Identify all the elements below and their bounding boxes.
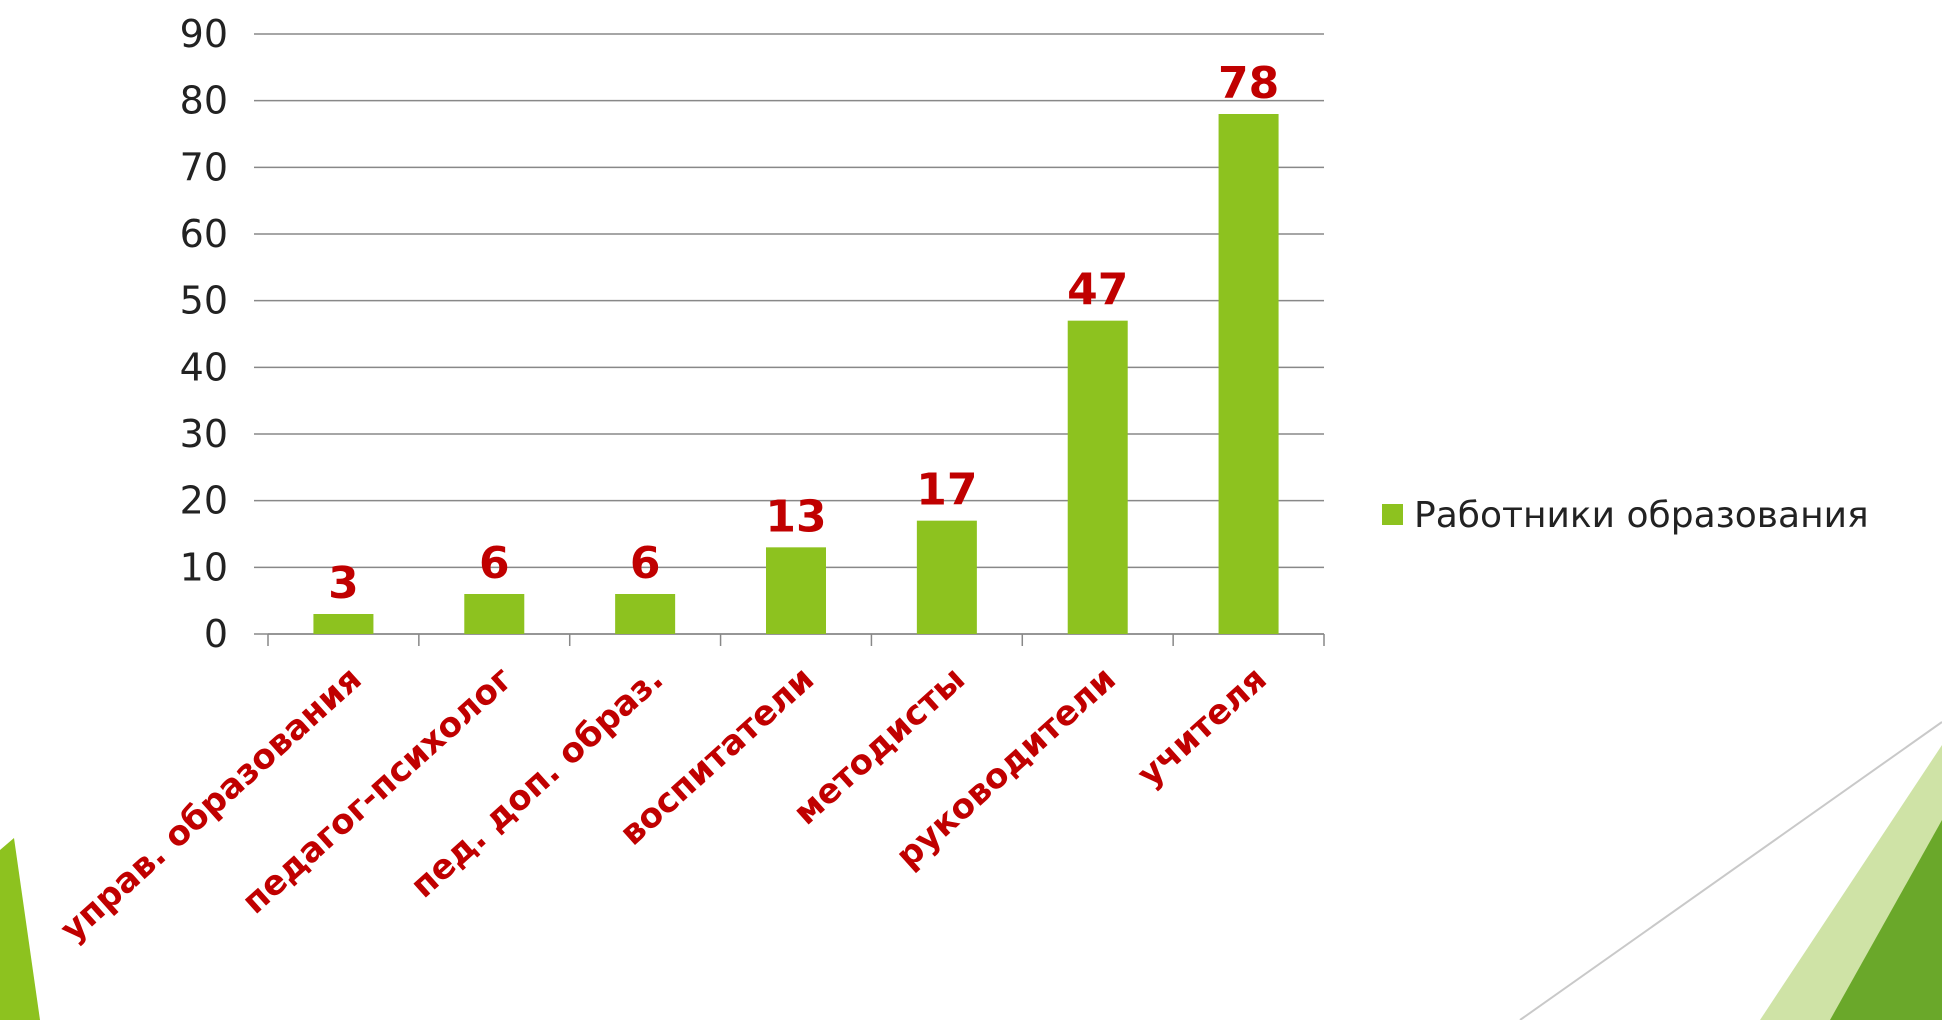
data-label: 6 xyxy=(479,538,510,589)
category-label: педагог-психолог xyxy=(234,659,520,922)
bar xyxy=(916,520,977,634)
bar xyxy=(1067,320,1128,634)
left-green-wedge xyxy=(0,838,40,1020)
bar xyxy=(766,547,826,634)
data-label: 47 xyxy=(1067,265,1128,316)
data-label: 17 xyxy=(916,465,977,516)
data-label: 6 xyxy=(630,538,661,589)
bars xyxy=(313,114,1279,634)
y-axis: 0 10 20 30 40 50 60 70 80 90 xyxy=(180,12,228,656)
y-tick-label: 50 xyxy=(180,279,228,323)
x-axis xyxy=(267,633,1325,646)
grid-lines xyxy=(254,33,1324,635)
y-tick-label: 80 xyxy=(180,79,228,123)
y-tick-label: 0 xyxy=(204,612,228,656)
data-labels: 3 6 6 13 17 47 78 xyxy=(328,58,1279,609)
y-tick-label: 10 xyxy=(180,545,228,589)
y-tick-label: 20 xyxy=(180,479,228,523)
bar xyxy=(615,594,676,634)
bar xyxy=(313,614,374,634)
bar xyxy=(1218,114,1279,634)
y-tick-label: 30 xyxy=(180,412,228,456)
category-label: управ. образования xyxy=(53,659,370,950)
y-tick-label: 60 xyxy=(180,212,228,256)
y-tick-label: 70 xyxy=(180,145,228,189)
y-tick-label: 40 xyxy=(180,345,228,389)
right-dark-triangle xyxy=(1830,820,1942,1020)
data-label: 3 xyxy=(328,558,359,609)
legend-swatch xyxy=(1382,504,1403,525)
data-label: 13 xyxy=(765,491,826,542)
legend: Работники образования xyxy=(1382,495,1869,536)
slide-decoration xyxy=(0,721,1942,1020)
bar xyxy=(464,594,525,634)
legend-label: Работники образования xyxy=(1414,495,1869,536)
category-label: пед. доп. образ. xyxy=(403,659,671,906)
right-diagonal-line xyxy=(1519,721,1942,1020)
category-label: учителя xyxy=(1130,659,1275,795)
y-tick-label: 90 xyxy=(180,12,228,56)
data-label: 78 xyxy=(1218,58,1279,109)
